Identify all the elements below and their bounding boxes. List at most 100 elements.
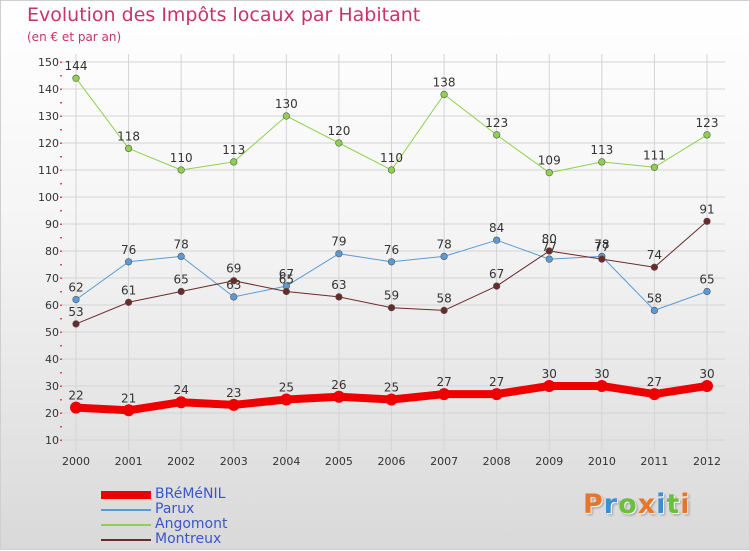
data-label: 120 <box>327 124 350 138</box>
y-minor-tick <box>60 183 62 185</box>
y-minor-tick <box>60 88 62 90</box>
data-label: 138 <box>433 75 456 89</box>
data-label: 78 <box>594 237 609 251</box>
x-tick-label: 2002 <box>167 455 195 468</box>
y-tick-label: 70 <box>45 272 59 285</box>
data-label: 109 <box>538 154 561 168</box>
data-label: 27 <box>436 375 451 389</box>
y-tick-label: 30 <box>45 380 59 393</box>
data-point <box>440 252 448 260</box>
x-tick-label: 2005 <box>325 455 353 468</box>
data-label: 79 <box>331 235 346 249</box>
x-tick-label: 2009 <box>535 455 563 468</box>
data-label: 67 <box>489 267 504 281</box>
y-minor-tick <box>60 250 62 252</box>
data-label: 27 <box>647 375 662 389</box>
chart-title: Evolution des Impôts locaux par Habitant <box>27 4 421 26</box>
y-minor-tick <box>60 102 62 104</box>
data-point <box>124 258 133 266</box>
data-label: 26 <box>331 378 346 392</box>
legend-item-bremenil: BRéMéNIL <box>101 486 301 503</box>
logo-letter: P <box>583 489 604 520</box>
logo-letter: x <box>637 489 657 520</box>
y-tick-label: 60 <box>45 299 59 312</box>
data-point <box>335 250 343 258</box>
data-label: 21 <box>121 391 136 405</box>
y-minor-tick <box>60 237 62 239</box>
data-point <box>227 398 240 411</box>
data-label: 30 <box>542 367 557 381</box>
y-minor-tick <box>60 142 62 144</box>
x-tick-label: 2008 <box>483 455 511 468</box>
y-tick-label: 120 <box>38 137 59 150</box>
legend-item-montreux: Montreux <box>101 531 301 548</box>
data-label: 110 <box>380 151 403 165</box>
data-label: 74 <box>647 248 662 262</box>
data-point <box>545 247 553 255</box>
data-point <box>72 74 80 82</box>
data-point <box>493 282 501 290</box>
data-label: 23 <box>226 386 241 400</box>
y-minor-tick <box>60 210 62 212</box>
data-point <box>650 263 659 271</box>
data-label: 63 <box>331 278 346 292</box>
data-point <box>387 166 396 174</box>
legend-swatch-montreux <box>101 539 151 541</box>
y-tick-label: 110 <box>38 164 59 177</box>
x-tick-label: 2004 <box>272 455 300 468</box>
y-minor-tick <box>60 304 62 306</box>
x-tick-label: 2006 <box>378 455 406 468</box>
data-point <box>598 158 606 166</box>
y-minor-tick <box>60 372 62 374</box>
y-minor-tick <box>60 426 62 428</box>
x-tick-label: 2007 <box>430 455 458 468</box>
y-tick-label: 140 <box>38 83 59 96</box>
data-point <box>595 380 608 392</box>
y-tick-label: 10 <box>45 434 59 447</box>
x-tick-label: 2012 <box>693 455 721 468</box>
data-label: 24 <box>174 383 189 397</box>
data-point <box>230 293 238 301</box>
data-label: 110 <box>170 151 193 165</box>
y-minor-tick <box>60 196 62 198</box>
y-minor-tick <box>60 264 62 266</box>
y-minor-tick <box>60 223 62 225</box>
data-point <box>387 304 396 312</box>
data-label: 22 <box>68 389 83 403</box>
legend-swatch-angomont <box>101 524 151 526</box>
data-point <box>72 320 80 328</box>
data-point <box>230 277 238 285</box>
y-minor-tick <box>60 399 62 401</box>
data-point <box>385 393 398 406</box>
data-point <box>335 293 343 301</box>
data-label: 76 <box>121 243 136 257</box>
proxiti-logo: Proxiti <box>583 489 691 520</box>
data-point <box>440 90 448 98</box>
data-label: 113 <box>590 143 613 157</box>
y-minor-tick <box>60 61 62 63</box>
data-label: 144 <box>65 59 88 73</box>
data-label: 67 <box>279 267 294 281</box>
data-label: 130 <box>275 97 298 111</box>
legend-swatch-bremenil <box>101 491 151 499</box>
logo-letter: o <box>618 489 638 520</box>
legend-label-angomont: Angomont <box>155 516 228 532</box>
y-minor-tick <box>60 169 62 171</box>
data-label: 25 <box>279 381 294 395</box>
chart-subtitle: (en € et par an) <box>27 30 122 44</box>
data-label: 77 <box>594 240 609 254</box>
data-point <box>282 287 290 296</box>
data-label: 111 <box>643 148 666 162</box>
y-tick-label: 130 <box>38 110 59 123</box>
data-point <box>543 380 556 392</box>
y-minor-tick <box>60 156 62 158</box>
data-label: 58 <box>647 291 662 305</box>
y-tick-label: 90 <box>45 218 59 231</box>
y-tick-label: 80 <box>45 245 59 258</box>
legend-item-parux: Parux <box>101 501 301 518</box>
logo-letter: i <box>680 489 691 520</box>
data-point <box>650 306 659 315</box>
data-label: 113 <box>222 143 245 157</box>
data-point <box>72 296 80 304</box>
